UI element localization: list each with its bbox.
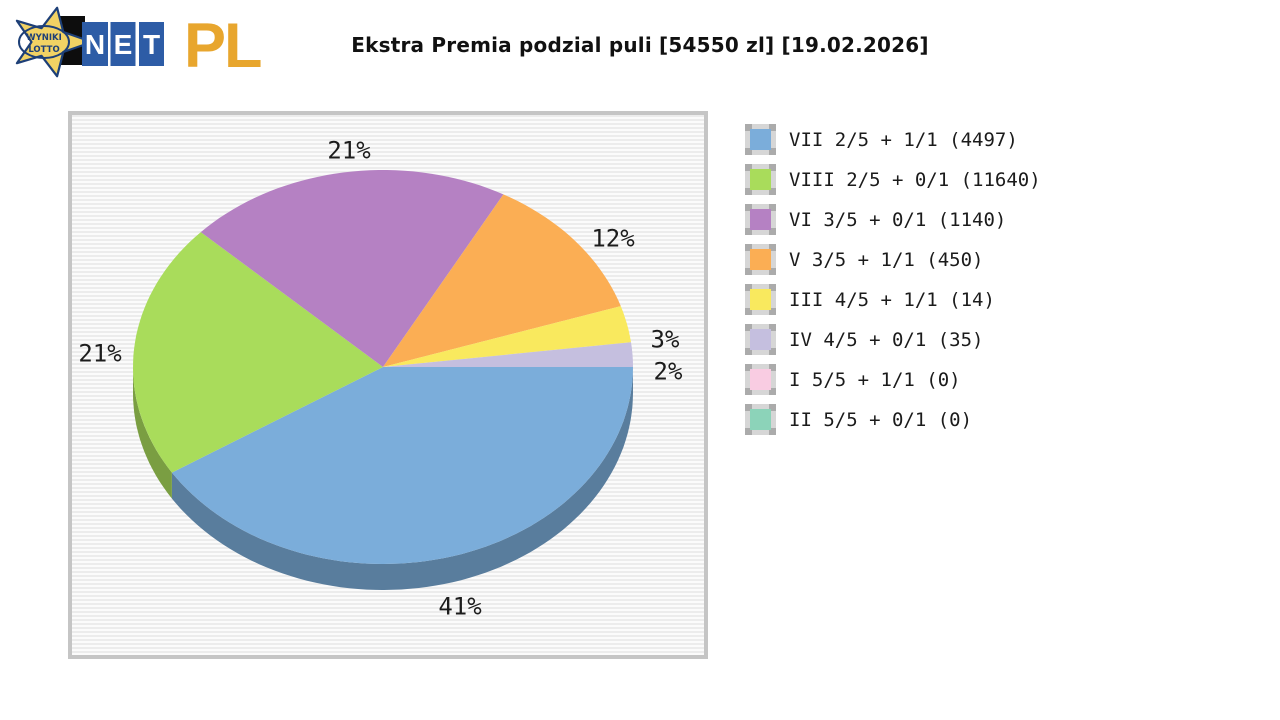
legend-label: V 3/5 + 1/1 (450) [789, 248, 984, 271]
pie-slice-label: 41% [438, 592, 482, 620]
pie-slice-label: 21% [327, 136, 371, 164]
legend-swatch-color [750, 289, 771, 310]
net-letter: N [85, 29, 105, 60]
star-oval [18, 25, 70, 59]
net-box [139, 22, 164, 66]
legend-label: III 4/5 + 1/1 (14) [789, 288, 995, 311]
legend-label: IV 4/5 + 0/1 (35) [789, 328, 984, 351]
pie-slice [383, 342, 633, 367]
legend-item: II 5/5 + 0/1 (0) [745, 404, 1041, 435]
legend: VII 2/5 + 1/1 (4497) VIII 2/5 + 0/1 (1164… [745, 124, 1041, 444]
net-box [110, 22, 136, 66]
legend-label: VIII 2/5 + 0/1 (11640) [789, 168, 1041, 191]
pie-chart-svg: 41% 21% 21% 12% 3% 2% [78, 136, 683, 620]
legend-item: III 4/5 + 1/1 (14) [745, 284, 1041, 315]
legend-item: I 5/5 + 1/1 (0) [745, 364, 1041, 395]
legend-swatch [745, 404, 776, 435]
wyniki-lotto-logo: WYNIKI LOTTO N E T PL [0, 0, 290, 92]
legend-swatch-color [750, 209, 771, 230]
pie-slice [200, 170, 504, 367]
legend-swatch [745, 244, 776, 275]
pie-slice-label: 3% [651, 325, 680, 353]
logo-star-icon [15, 6, 94, 78]
legend-item: VIII 2/5 + 0/1 (11640) [745, 164, 1041, 195]
legend-label: I 5/5 + 1/1 (0) [789, 368, 961, 391]
legend-swatch [745, 124, 776, 155]
chart-panel: 41% 21% 21% 12% 3% 2% [68, 111, 708, 659]
legend-swatch [745, 364, 776, 395]
legend-label: VI 3/5 + 0/1 (1140) [789, 208, 1007, 231]
legend-label: II 5/5 + 0/1 (0) [789, 408, 973, 431]
legend-item: V 3/5 + 1/1 (450) [745, 244, 1041, 275]
logo-suffix: PL [184, 11, 261, 81]
logo-graphic: WYNIKI LOTTO N E T PL [15, 6, 263, 81]
legend-swatch [745, 164, 776, 195]
star-text-line1: WYNIKI [26, 33, 62, 43]
pie-slice-side [133, 367, 172, 499]
pie-slice [383, 194, 621, 367]
pie-slice-side [171, 367, 633, 590]
legend-swatch-color [750, 369, 771, 390]
legend-swatch-color [750, 329, 771, 350]
net-letter: E [114, 29, 133, 60]
net-letter: T [143, 29, 160, 60]
pie-slice [133, 232, 383, 473]
legend-label: VII 2/5 + 1/1 (4497) [789, 128, 1018, 151]
legend-item: IV 4/5 + 0/1 (35) [745, 324, 1041, 355]
star-text-line2: LOTTO [28, 45, 59, 55]
legend-swatch-color [750, 169, 771, 190]
legend-item: VII 2/5 + 1/1 (4497) [745, 124, 1041, 155]
legend-swatch-color [750, 409, 771, 430]
legend-swatch-color [750, 129, 771, 150]
legend-swatch [745, 324, 776, 355]
pie-slice-label: 21% [78, 339, 122, 367]
pie-slice-label: 2% [654, 357, 683, 385]
legend-swatch [745, 204, 776, 235]
pie-slice [383, 306, 631, 367]
pie-slice-label: 12% [591, 224, 635, 252]
pie-slice [171, 367, 633, 564]
page-title: Ekstra Premia podzial puli [54550 zl] [1… [351, 33, 929, 57]
net-box [82, 22, 108, 66]
legend-swatch-color [750, 249, 771, 270]
legend-swatch [745, 284, 776, 315]
legend-item: VI 3/5 + 0/1 (1140) [745, 204, 1041, 235]
